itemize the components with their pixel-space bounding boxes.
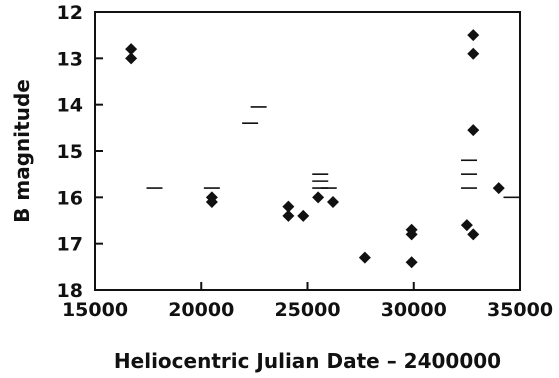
data-point-diamond — [125, 52, 138, 65]
data-point-diamond — [358, 251, 371, 264]
x-tick-label: 20000 — [168, 299, 234, 321]
y-tick-label: 13 — [57, 48, 83, 70]
data-point-diamond — [327, 195, 339, 208]
x-axis-label: Heliocentric Julian Date – 2400000 — [114, 349, 501, 373]
data-point-diamond — [492, 182, 505, 195]
data-points — [125, 29, 520, 269]
x-tick-label: 30000 — [381, 299, 447, 321]
data-point-diamond — [467, 47, 480, 60]
data-point-diamond — [125, 43, 138, 56]
data-point-diamond — [282, 200, 295, 213]
y-axis-label: B magnitude — [10, 79, 34, 223]
x-tick-label: 25000 — [274, 299, 340, 321]
data-point-diamond — [297, 209, 310, 222]
x-axis-ticks: 15000 20000 25000 30000 35000 — [62, 282, 553, 321]
data-point-diamond — [312, 191, 325, 204]
data-point-diamond — [282, 209, 295, 222]
data-point-diamond — [205, 195, 218, 208]
data-point-diamond — [467, 29, 480, 42]
y-tick-label: 16 — [57, 187, 83, 209]
data-point-diamond — [467, 228, 480, 241]
data-point-diamond — [460, 219, 473, 232]
y-tick-label: 15 — [57, 141, 83, 163]
data-point-diamond — [405, 228, 418, 241]
y-tick-label: 18 — [57, 280, 83, 302]
x-tick-label: 35000 — [487, 299, 553, 321]
plot-frame — [94, 11, 521, 291]
y-axis-ticks: 12 13 14 15 16 17 18 — [57, 2, 103, 302]
y-tick-label: 14 — [57, 95, 83, 117]
x-tick-label: 15000 — [62, 299, 128, 321]
y-tick-label: 12 — [57, 2, 83, 24]
y-tick-label: 17 — [57, 234, 83, 256]
data-point-diamond — [405, 256, 418, 269]
data-point-diamond — [467, 124, 480, 137]
